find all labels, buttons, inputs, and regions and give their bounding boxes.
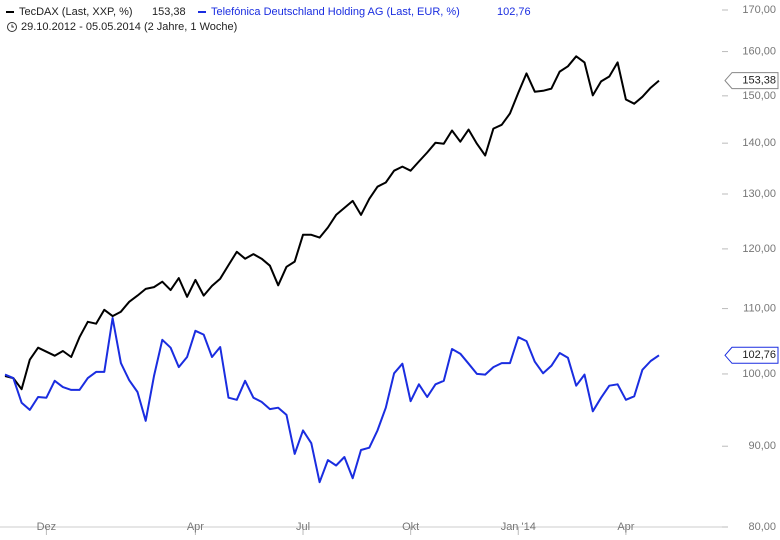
- legend-label: Telefónica Deutschland Holding AG (Last,…: [211, 6, 460, 18]
- x-tick-label: Okt: [402, 521, 419, 533]
- y-tick-label: 170,00: [742, 4, 776, 16]
- y-tick-label: 160,00: [742, 45, 776, 57]
- series-line: [4, 317, 660, 484]
- y-tick-label: 90,00: [748, 440, 776, 452]
- y-tick-label: 80,00: [748, 521, 776, 533]
- subtitle: 29.10.2012 - 05.05.2014 (2 Jahre, 1 Woch…: [21, 21, 237, 33]
- legend-value: 102,76: [497, 6, 531, 18]
- y-tick-label: 130,00: [742, 188, 776, 200]
- x-tick-label: Apr: [617, 521, 634, 533]
- clock-icon: [7, 22, 17, 32]
- legend-value: 153,38: [152, 6, 186, 18]
- last-value-label: 102,76: [742, 349, 776, 361]
- y-tick-label: 120,00: [742, 243, 776, 255]
- y-tick-label: 140,00: [742, 137, 776, 149]
- last-value-label: 153,38: [742, 74, 776, 86]
- series-line: [4, 55, 660, 391]
- y-tick-label: 110,00: [743, 302, 776, 314]
- last-value-tag: [724, 72, 779, 90]
- x-tick-label: Apr: [187, 521, 204, 533]
- y-tick-label: 150,00: [742, 90, 776, 102]
- x-tick-label: Jan '14: [501, 521, 536, 533]
- x-tick-label: Dez: [37, 521, 57, 533]
- x-tick-label: Jul: [296, 521, 310, 533]
- last-value-tag: [724, 346, 779, 364]
- legend-label: TecDAX (Last, XXP, %): [19, 6, 133, 18]
- y-tick-label: 100,00: [742, 368, 776, 380]
